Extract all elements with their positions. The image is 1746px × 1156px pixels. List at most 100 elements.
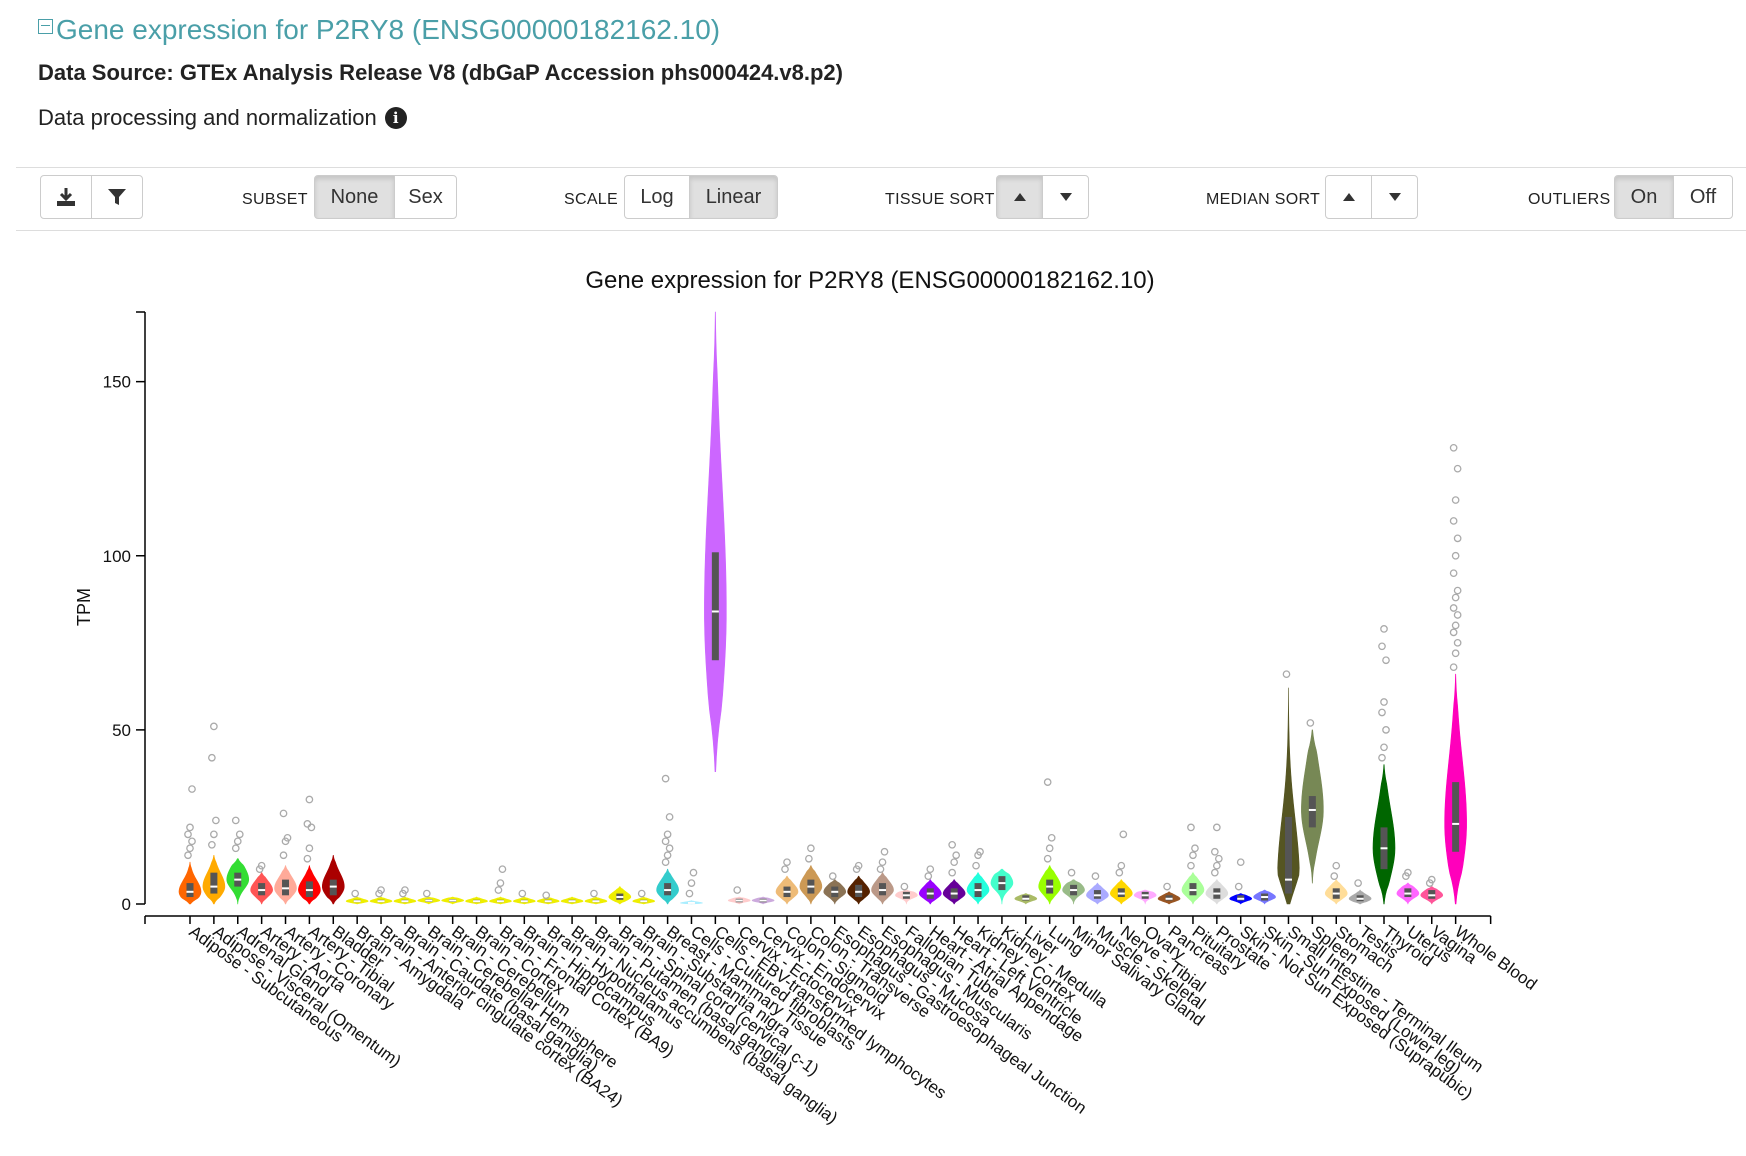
violin[interactable]: [871, 847, 894, 905]
violin[interactable]: [1181, 823, 1205, 905]
outlier-point: [305, 844, 314, 853]
violin[interactable]: [895, 882, 918, 905]
subset-label: SUBSET: [242, 191, 308, 208]
outlier-point: [948, 840, 957, 849]
violin[interactable]: [1157, 882, 1181, 905]
violin[interactable]: [1253, 889, 1276, 905]
violin[interactable]: [345, 889, 369, 905]
download-button[interactable]: [40, 175, 92, 219]
violin[interactable]: [799, 844, 823, 905]
violin[interactable]: [441, 896, 465, 905]
violin[interactable]: [775, 858, 799, 905]
filter-icon: [108, 189, 126, 205]
violin[interactable]: [823, 872, 847, 905]
processing-label: Data processing and normalization: [38, 105, 377, 130]
outlier-point: [494, 886, 503, 894]
outliers-off-button[interactable]: Off: [1673, 175, 1733, 219]
outlier-point: [1212, 861, 1221, 870]
tissue-sort-desc-button[interactable]: [1042, 175, 1089, 219]
outlier-point: [1115, 868, 1124, 877]
violin[interactable]: [751, 896, 775, 905]
violin[interactable]: [369, 886, 393, 905]
violin[interactable]: [226, 816, 250, 905]
outlier-point: [1236, 858, 1245, 867]
scale-log-button[interactable]: Log: [624, 175, 690, 219]
outlier-point: [878, 858, 887, 867]
outlier-point: [1453, 638, 1462, 647]
violin[interactable]: [512, 889, 536, 905]
toolbar-bottom-divider: [16, 230, 1746, 231]
iqr-box: [1284, 816, 1292, 894]
violin[interactable]: [966, 847, 990, 905]
violin[interactable]: [918, 865, 942, 905]
violin[interactable]: [536, 891, 560, 905]
violin[interactable]: [680, 868, 703, 905]
violin[interactable]: [298, 795, 321, 905]
violin[interactable]: [942, 840, 966, 905]
outlier-point: [305, 795, 314, 804]
outlier-point: [184, 830, 192, 839]
violin[interactable]: [1133, 889, 1157, 905]
outlier-point: [1306, 719, 1315, 727]
outlier-point: [210, 722, 218, 731]
violin[interactable]: [1444, 443, 1467, 905]
outlier-point: [924, 872, 933, 880]
violin[interactable]: [560, 896, 584, 905]
subset-sex-button[interactable]: Sex: [394, 175, 457, 219]
violin[interactable]: [321, 854, 345, 905]
violin[interactable]: [608, 886, 632, 905]
info-icon[interactable]: i: [384, 107, 407, 129]
outlier-point: [1163, 882, 1171, 891]
violin[interactable]: [250, 861, 273, 905]
violin[interactable]: [990, 868, 1014, 905]
violin[interactable]: [1014, 893, 1038, 905]
outlier-point: [1380, 625, 1388, 633]
processing-link[interactable]: Data processing and normalization i: [38, 105, 407, 131]
outlier-point: [231, 816, 240, 825]
violin[interactable]: [584, 889, 608, 905]
violin[interactable]: [632, 889, 656, 905]
violin[interactable]: [1205, 823, 1229, 905]
subset-none-button[interactable]: None: [314, 175, 395, 219]
outlier-point: [950, 858, 959, 867]
outlier-point: [1187, 823, 1195, 832]
violin[interactable]: [1396, 868, 1420, 905]
violin[interactable]: [1420, 875, 1444, 905]
violin[interactable]: [465, 896, 488, 905]
tissue-sort-asc-button[interactable]: [996, 175, 1043, 219]
caret-down-icon: [1388, 193, 1401, 201]
violin[interactable]: [1372, 625, 1396, 905]
violin[interactable]: [1062, 868, 1085, 905]
outlier-point: [1378, 753, 1386, 762]
outlier-point: [1117, 861, 1126, 870]
violin[interactable]: [1229, 858, 1253, 905]
violin[interactable]: [1348, 879, 1372, 905]
violin[interactable]: [1277, 670, 1300, 905]
outliers-on-button[interactable]: On: [1614, 175, 1674, 219]
violin[interactable]: [274, 809, 297, 905]
violin[interactable]: [1110, 830, 1133, 905]
violin[interactable]: [1038, 778, 1061, 905]
violin-body: [321, 854, 345, 905]
iqr-box: [186, 883, 194, 898]
violin[interactable]: [1324, 861, 1348, 905]
violin[interactable]: [847, 861, 870, 905]
violin[interactable]: [417, 889, 441, 905]
outlier-point: [1330, 872, 1339, 880]
violin[interactable]: [202, 722, 226, 905]
violin[interactable]: [393, 886, 417, 905]
violin[interactable]: [727, 886, 751, 905]
scale-linear-button[interactable]: Linear: [689, 175, 778, 219]
collapse-icon[interactable]: [38, 18, 53, 34]
violin[interactable]: [704, 311, 727, 772]
violin[interactable]: [1301, 719, 1324, 884]
violin[interactable]: [178, 785, 202, 905]
outlier-point: [188, 785, 196, 793]
violin[interactable]: [1086, 872, 1109, 905]
violin[interactable]: [489, 865, 512, 905]
outlier-point: [377, 886, 385, 894]
violin[interactable]: [656, 774, 679, 905]
filter-button[interactable]: [91, 175, 143, 219]
median-sort-asc-button[interactable]: [1325, 175, 1372, 219]
median-sort-desc-button[interactable]: [1371, 175, 1418, 219]
